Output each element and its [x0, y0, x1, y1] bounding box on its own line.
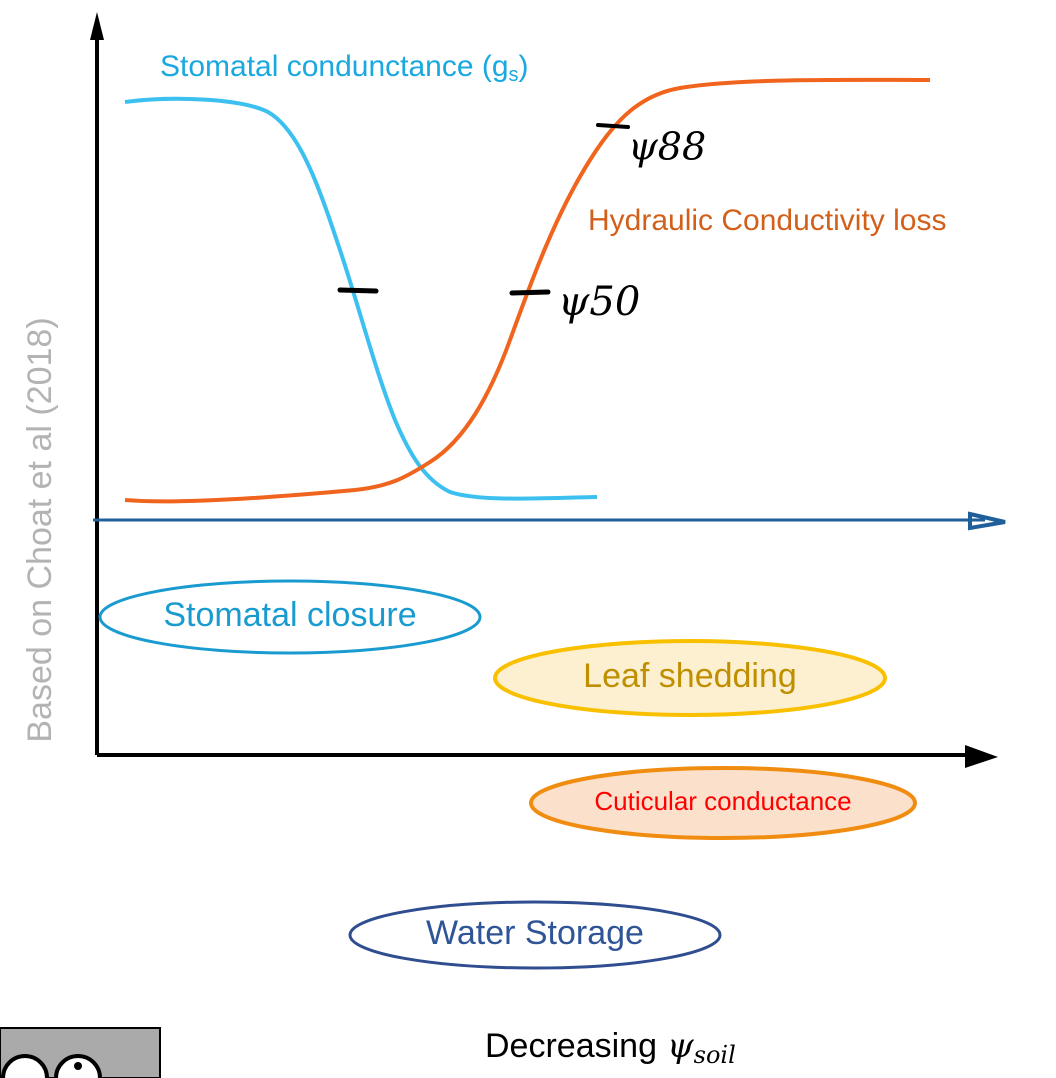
stomatal-label: Stomatal condunctance (gs)	[160, 50, 529, 86]
stage-ellipse	[529, 766, 917, 840]
hydraulic-50-tick	[509, 289, 551, 296]
stomatal-label-sub: s	[509, 64, 519, 86]
x-axis-label-text: Decreasing	[485, 1027, 657, 1065]
middle-axis-arrow	[968, 511, 1006, 531]
stage-label: Water Storage	[426, 914, 644, 952]
stomatal-label-main: Stomatal condunctance (g	[160, 50, 509, 83]
stage-ellipse	[493, 639, 887, 717]
license-badge	[0, 1027, 161, 1078]
x-axis-arrow	[965, 745, 998, 768]
hydraulic-curve	[124, 77, 931, 504]
psi50-label: ψ50	[558, 279, 640, 325]
stage-ellipse	[348, 900, 722, 970]
stage-ellipse	[98, 579, 482, 655]
y-axis-arrow	[90, 12, 104, 40]
stomatal-curve	[124, 96, 598, 501]
x-axis-label-sub: soil	[694, 1041, 736, 1069]
psi88-label: ψ88	[628, 125, 706, 169]
source-label: Based on Choat et al (2018)	[21, 317, 59, 742]
stage-label: Leaf shedding	[583, 657, 797, 695]
stomatal-label-close: )	[519, 50, 529, 83]
hydraulic-88-tick	[596, 123, 630, 129]
stage-label: Stomatal closure	[163, 596, 416, 634]
hydraulic-label: Hydraulic Conductivity loss	[588, 204, 946, 237]
stomatal-50-tick	[337, 287, 379, 294]
x-axis-label: Decreasing ψsoil	[485, 1026, 736, 1069]
x-axis-label-symbol: ψ	[667, 1026, 694, 1066]
stage-label: Cuticular conductance	[594, 786, 851, 816]
